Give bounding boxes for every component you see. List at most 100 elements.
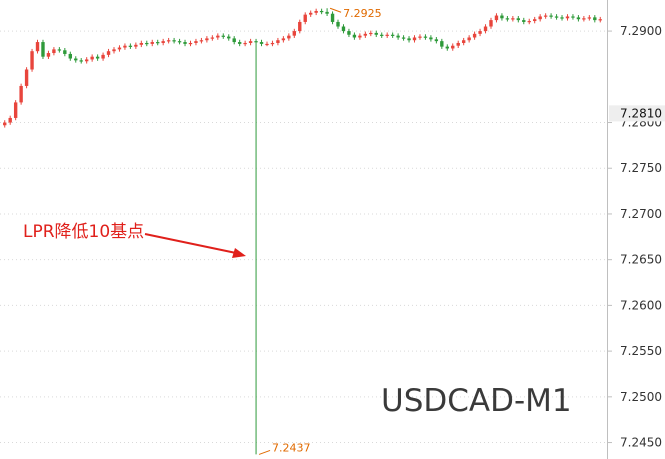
candle-body [139,42,144,45]
candle [237,39,242,47]
candle-body [254,41,258,43]
candle-body [210,37,215,39]
candle-body [24,69,29,86]
candle [150,39,154,47]
candle-body [423,36,428,38]
candle [461,37,466,46]
candle-body [401,37,406,39]
annotation: LPR降低10基点 [23,222,246,258]
candle [281,36,286,43]
candle-body [341,26,346,32]
candle-body [380,34,384,36]
candle [194,38,198,46]
candle-body [593,17,597,21]
candle [3,120,7,128]
candle-body [396,35,400,38]
candle [445,44,449,51]
candle [227,34,231,41]
candle [396,33,400,40]
candle [380,32,384,38]
low-marker-label: 7.2437 [272,441,311,454]
candle [41,39,45,59]
candle [363,31,368,38]
candle [298,19,302,34]
candle [401,35,406,41]
candle [352,32,357,40]
candle-body [30,51,34,70]
candle-body [554,16,559,18]
candle [571,14,575,20]
candle [500,13,504,21]
candle-body [199,40,204,42]
candle [451,43,455,51]
candle-body [363,33,368,36]
candle [259,39,264,47]
candle [538,14,542,22]
candle-body [565,16,570,19]
annotation-arrow-head [232,248,246,258]
candle-body [35,42,40,52]
candle-body [90,56,94,60]
candle-body [183,42,187,44]
candle [292,28,296,38]
candle [183,39,187,47]
candle-body [112,49,116,52]
candle-body [560,17,564,19]
candle [429,35,433,42]
candle [19,83,23,105]
candle [330,11,335,25]
candle-body [472,33,477,38]
candle-body [319,10,324,13]
candle-body [216,35,220,38]
candle [79,58,83,64]
low-marker-arrow [258,449,271,455]
candle [35,39,40,54]
candle [172,37,176,44]
candle [145,40,149,47]
candle-body [281,38,286,41]
candle-body [265,43,269,46]
candle [385,32,389,38]
candle-body [166,40,171,42]
candle [63,48,67,57]
candle-body [407,38,411,41]
price-axis: 7.2450 7.2500 7.2550 7.2600 7.2650 7.2700 7.27… [607,0,665,459]
candle-body [128,45,133,47]
y-tick-label: 7.2750 [620,161,662,175]
candle [46,50,51,59]
candle-body [571,16,575,18]
candle [598,16,602,23]
candle [84,57,89,64]
y-tick-label: 7.2500 [620,390,662,404]
candle-body [418,36,422,38]
candle-body [582,18,586,20]
candle [341,24,346,34]
candle-body [494,15,499,21]
candle-body [445,46,449,49]
candle-body [336,21,340,27]
candle-body [314,10,318,13]
candle-body [63,50,67,54]
candle [270,40,275,47]
candle [52,47,56,56]
candle-body [68,53,72,59]
candle [412,35,417,43]
candle [188,40,193,47]
candle [161,38,165,46]
candle [533,16,537,24]
candle [134,42,138,49]
candle [303,12,307,25]
candle-body [237,42,242,44]
candle-body [74,58,78,61]
candle [95,54,100,61]
y-tick-label: 7.2450 [620,436,662,450]
candle-body [101,54,105,59]
candle [243,40,247,47]
candle [565,14,570,21]
candle [166,37,171,44]
candle-body [123,45,127,48]
candle-body [489,20,493,27]
candle-body [41,42,45,57]
candle-body [287,35,291,39]
